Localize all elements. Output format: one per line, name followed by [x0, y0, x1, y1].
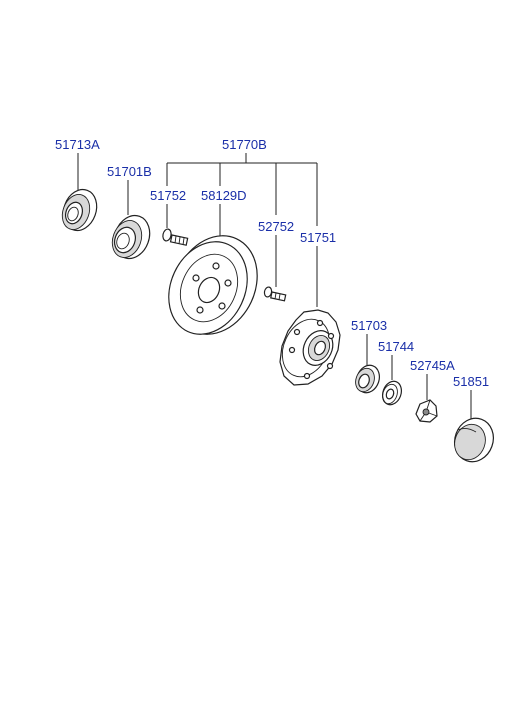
label-58129D[interactable]: 58129D	[201, 188, 247, 203]
label-51770B[interactable]: 51770B	[222, 137, 267, 152]
label-51713A[interactable]: 51713A	[55, 137, 100, 152]
label-51851[interactable]: 51851	[453, 374, 489, 389]
rear-hub-51751[interactable]	[273, 309, 341, 386]
hub-cap-51851[interactable]	[449, 413, 500, 467]
label-52752[interactable]: 52752	[258, 219, 294, 234]
brake-disc-58129D[interactable]	[154, 222, 273, 348]
label-51703[interactable]: 51703	[351, 318, 387, 333]
bearing-51703[interactable]	[352, 362, 383, 396]
label-51744[interactable]: 51744	[378, 339, 414, 354]
hub-bolt-51752[interactable]	[162, 228, 189, 246]
lock-nut-52745A[interactable]	[415, 399, 438, 423]
label-52745A[interactable]: 52745A	[410, 358, 455, 373]
oil-seal-51713A[interactable]	[58, 185, 103, 235]
bearing-51701B[interactable]	[107, 211, 155, 264]
label-51701B[interactable]: 51701B	[107, 164, 152, 179]
label-51752[interactable]: 51752	[150, 188, 186, 203]
label-51751[interactable]: 51751	[300, 230, 336, 245]
wheel-bolt-52752[interactable]	[263, 286, 287, 302]
washer-51744[interactable]	[379, 379, 404, 408]
leader-lines	[77, 153, 472, 422]
